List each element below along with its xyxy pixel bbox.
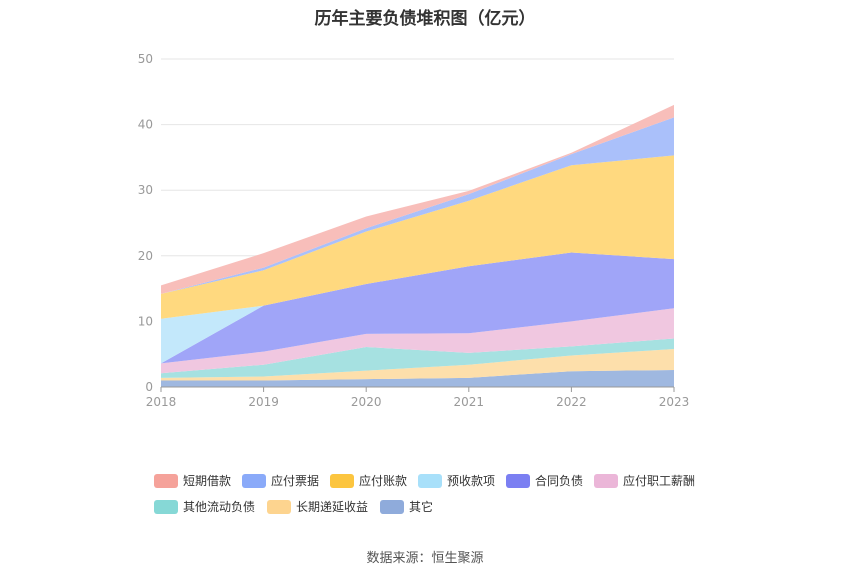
x-tick-label: 2023 bbox=[659, 395, 690, 409]
area-应付职工薪酬 bbox=[161, 308, 674, 374]
area-应付账款 bbox=[161, 155, 674, 319]
legend-label: 其它 bbox=[409, 500, 434, 514]
area-长期递延收益 bbox=[161, 348, 674, 381]
legend-label: 长期递延收益 bbox=[296, 500, 369, 514]
legend-swatch bbox=[380, 499, 404, 514]
legend-swatch bbox=[594, 473, 618, 488]
y-tick-label: 30 bbox=[138, 183, 153, 197]
legend-item[interactable]: 应付职工薪酬 bbox=[594, 472, 695, 489]
legend-item[interactable]: 其他流动负债 bbox=[154, 498, 255, 515]
x-tick-label: 2018 bbox=[146, 395, 177, 409]
area-其它 bbox=[161, 369, 674, 387]
legend-item[interactable]: 应付票据 bbox=[242, 472, 319, 489]
legend-label: 应付票据 bbox=[271, 474, 320, 488]
x-tick-label: 2020 bbox=[351, 395, 382, 409]
area-其他流动负债 bbox=[161, 338, 674, 378]
y-tick-label: 40 bbox=[138, 118, 153, 132]
y-axis: 0 10 20 30 40 50 bbox=[138, 52, 153, 394]
x-tick-label: 2022 bbox=[556, 395, 587, 409]
legend-swatch bbox=[330, 473, 354, 488]
x-tick-label: 2019 bbox=[248, 395, 279, 409]
y-tick-label: 0 bbox=[145, 380, 153, 394]
area-短期借款 bbox=[161, 104, 674, 294]
legend-swatch bbox=[267, 499, 291, 514]
legend-label: 应付账款 bbox=[359, 474, 408, 488]
y-tick-label: 20 bbox=[138, 249, 153, 263]
legend-item[interactable]: 其它 bbox=[380, 498, 433, 515]
data-source: 数据来源：恒生聚源 bbox=[366, 551, 484, 566]
legend-item[interactable]: 短期借款 bbox=[154, 472, 231, 489]
legend-swatch bbox=[154, 499, 178, 514]
x-axis: 2018 2019 2020 2021 2022 2023 bbox=[146, 386, 690, 409]
chart-title: 历年主要负债堆积图（亿元） bbox=[314, 9, 536, 29]
y-tick-label: 10 bbox=[138, 314, 153, 328]
y-tick-label: 50 bbox=[138, 52, 153, 66]
legend-label: 合同负债 bbox=[535, 474, 584, 488]
legend-item[interactable]: 长期递延收益 bbox=[267, 498, 368, 515]
legend-swatch bbox=[506, 473, 530, 488]
x-tick-label: 2021 bbox=[454, 395, 485, 409]
legend-item[interactable]: 应付账款 bbox=[330, 472, 407, 489]
legend-item[interactable]: 预收款项 bbox=[418, 472, 495, 489]
legend-swatch bbox=[418, 473, 442, 488]
legend-swatch bbox=[154, 473, 178, 488]
stacked-area-chart: 2018 2019 2020 2021 2022 2023 0 10 20 30 40 50 bbox=[138, 52, 690, 409]
legend-swatch bbox=[242, 473, 266, 488]
legend-label: 其他流动负债 bbox=[183, 500, 256, 514]
area-series bbox=[161, 104, 674, 387]
legend-label: 应付职工薪酬 bbox=[623, 474, 696, 488]
legend-item[interactable]: 合同负债 bbox=[506, 472, 583, 489]
area-合同负债 bbox=[161, 252, 674, 364]
legend-label: 短期借款 bbox=[183, 474, 232, 488]
legend-label: 预收款项 bbox=[447, 474, 496, 488]
